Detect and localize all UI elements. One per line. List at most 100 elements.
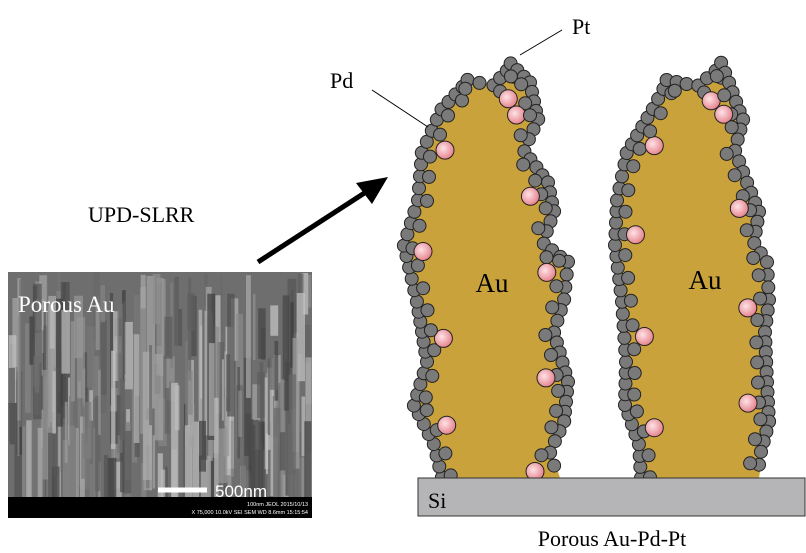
sem-grain bbox=[42, 369, 49, 480]
sem-grain bbox=[218, 428, 228, 483]
sem-grain bbox=[107, 457, 117, 497]
pd-atom bbox=[753, 412, 768, 427]
sem-grain bbox=[265, 433, 268, 475]
column: Au bbox=[608, 55, 777, 485]
sem-grain bbox=[119, 377, 126, 440]
sem-grain bbox=[152, 435, 156, 489]
pd-atom bbox=[518, 96, 533, 111]
sem-grain bbox=[258, 421, 265, 497]
sem-grain bbox=[187, 293, 196, 331]
sem-grain bbox=[285, 362, 291, 496]
sem-grain bbox=[69, 425, 76, 497]
pd-atom bbox=[441, 108, 455, 123]
sem-grain bbox=[8, 367, 15, 443]
pt-atom bbox=[634, 327, 654, 346]
sem-info-bottom: X 75,000 10.0kV SEI SEM WD 8.6mm 15:15:5… bbox=[192, 510, 308, 516]
pd-atom bbox=[407, 204, 422, 219]
pd-atom bbox=[419, 403, 434, 418]
pt-atom bbox=[507, 105, 526, 125]
sem-grain bbox=[49, 422, 52, 495]
pd-atom bbox=[433, 127, 447, 142]
sem-grain bbox=[164, 316, 173, 359]
arrow-head bbox=[356, 177, 388, 204]
pt-atom bbox=[437, 415, 457, 435]
pd-atom bbox=[425, 368, 440, 383]
pd-atom bbox=[416, 281, 431, 296]
pd-atom bbox=[423, 149, 437, 164]
sem-grain bbox=[123, 430, 132, 494]
sem-grain bbox=[164, 388, 170, 434]
scale-bar-label: 500nm bbox=[215, 482, 267, 501]
pd-atom bbox=[760, 255, 774, 270]
sem-grain bbox=[64, 401, 68, 463]
sem-grain bbox=[95, 303, 100, 350]
pd-atom bbox=[724, 120, 739, 135]
sem-grain bbox=[124, 321, 133, 390]
sem-grain bbox=[222, 397, 230, 457]
sem-grain bbox=[149, 345, 152, 426]
columns: Au Au bbox=[396, 55, 777, 485]
sem-grain bbox=[110, 293, 114, 406]
sem-grain bbox=[91, 341, 99, 399]
sem-texture bbox=[8, 272, 312, 497]
pd-label: Pd bbox=[330, 68, 353, 93]
pd-atom bbox=[552, 253, 567, 268]
sem-grain bbox=[301, 396, 306, 457]
sem-grain bbox=[29, 316, 35, 365]
pd-atom bbox=[727, 168, 742, 183]
pd-atom bbox=[619, 354, 633, 369]
sem-grain bbox=[81, 433, 86, 479]
sem-grain bbox=[98, 369, 101, 435]
pd-atom bbox=[641, 448, 656, 463]
pd-atom bbox=[749, 335, 764, 350]
sem-grain bbox=[189, 404, 195, 448]
sem-grain bbox=[304, 421, 312, 497]
pd-atom bbox=[610, 193, 624, 208]
pd-atom bbox=[761, 280, 776, 295]
pt-atom bbox=[498, 89, 518, 109]
pd-atom bbox=[754, 444, 768, 459]
sem-grain bbox=[49, 304, 55, 349]
au-label: Au bbox=[476, 268, 509, 298]
sem-grain bbox=[69, 396, 74, 441]
sem-grain bbox=[51, 466, 60, 497]
sem-grain bbox=[267, 358, 270, 436]
sem-grain bbox=[201, 459, 208, 497]
sem-grain bbox=[246, 275, 251, 398]
sem-grain bbox=[279, 432, 286, 471]
sem-grain bbox=[214, 397, 219, 497]
sem-grain bbox=[26, 420, 33, 497]
sem-grain bbox=[241, 455, 249, 496]
sem-grain bbox=[164, 466, 168, 497]
substrate-label: Si bbox=[428, 488, 446, 513]
sem-grain bbox=[269, 357, 278, 390]
sem-grain bbox=[133, 334, 140, 443]
substrate bbox=[417, 477, 806, 517]
sem-grain bbox=[171, 382, 179, 497]
pt-atom bbox=[714, 104, 734, 124]
sem-grain bbox=[86, 326, 95, 388]
pt-atom bbox=[537, 262, 557, 282]
pt-atom bbox=[433, 328, 453, 348]
sem-grain bbox=[62, 439, 70, 497]
pd-atom bbox=[455, 93, 469, 108]
sem-grain bbox=[52, 371, 56, 434]
au-column bbox=[613, 62, 771, 478]
pt-atom bbox=[536, 368, 556, 388]
sem-grain bbox=[39, 353, 45, 410]
pd-atom bbox=[743, 456, 758, 471]
sem-grain bbox=[288, 374, 297, 475]
result-label: Porous Au-Pd-Pt bbox=[538, 526, 687, 551]
pd-atom bbox=[629, 404, 644, 419]
sem-grain bbox=[282, 295, 290, 411]
sem-grain bbox=[74, 295, 83, 359]
pt-atom bbox=[644, 136, 664, 156]
pd-atom bbox=[438, 446, 453, 461]
sem-grain bbox=[258, 308, 266, 359]
pd-atom bbox=[717, 88, 732, 103]
pd-atom bbox=[627, 342, 642, 357]
pd-atom bbox=[427, 343, 442, 358]
pd-atom bbox=[514, 77, 529, 92]
sem-grain bbox=[17, 316, 20, 456]
